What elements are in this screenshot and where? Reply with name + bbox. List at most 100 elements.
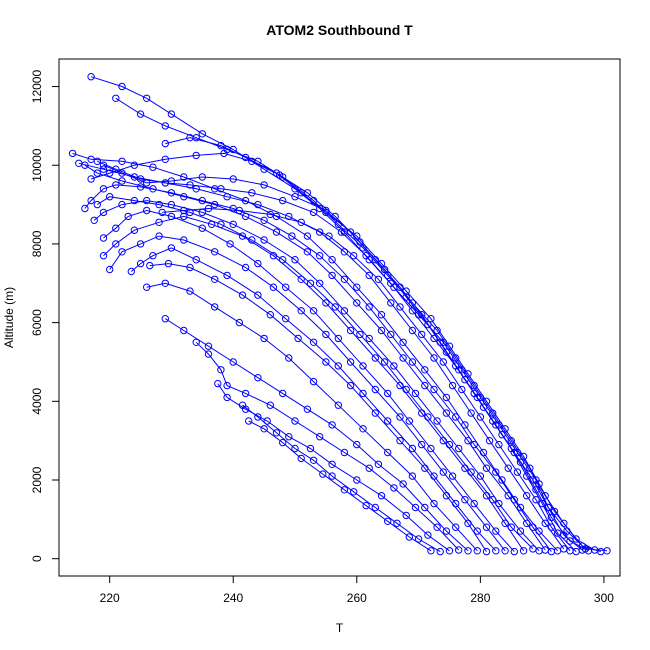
data-point xyxy=(217,141,225,150)
data-point xyxy=(106,265,114,274)
data-point xyxy=(353,283,361,291)
data-point xyxy=(291,193,299,201)
data-point xyxy=(322,299,330,307)
profile-23 xyxy=(238,401,444,556)
data-point xyxy=(418,330,426,339)
data-point xyxy=(303,405,312,413)
data-point xyxy=(501,425,509,433)
data-point xyxy=(167,110,176,118)
data-point xyxy=(374,460,383,468)
data-point xyxy=(282,315,290,323)
profile-line xyxy=(165,318,469,552)
profile-21 xyxy=(192,338,463,554)
data-point xyxy=(523,519,531,527)
data-point xyxy=(161,179,170,187)
data-point xyxy=(464,519,472,527)
data-point xyxy=(550,507,559,516)
data-point xyxy=(353,440,361,449)
data-point xyxy=(371,385,379,394)
data-point xyxy=(461,421,469,429)
data-point xyxy=(322,330,330,339)
data-point xyxy=(396,381,404,390)
data-point xyxy=(275,171,284,179)
data-point xyxy=(482,397,491,405)
data-point xyxy=(396,283,404,291)
data-point xyxy=(99,208,108,217)
data-point xyxy=(161,122,170,130)
data-point xyxy=(418,409,426,417)
profile-16 xyxy=(106,232,509,555)
data-point xyxy=(424,531,432,539)
data-point xyxy=(489,417,497,425)
data-point xyxy=(303,232,312,240)
data-point xyxy=(211,200,219,209)
data-point xyxy=(229,175,237,183)
data-point xyxy=(309,208,318,217)
data-point xyxy=(303,248,312,256)
data-point xyxy=(245,417,253,425)
data-point xyxy=(408,444,417,453)
data-point xyxy=(473,547,481,555)
data-point xyxy=(452,523,460,531)
profile-19 xyxy=(143,279,481,555)
data-point xyxy=(464,370,472,378)
data-point xyxy=(411,389,420,398)
data-point xyxy=(149,252,157,260)
y-tick-label: 10000 xyxy=(30,148,44,182)
data-point xyxy=(566,537,574,545)
profile-10 xyxy=(81,181,556,556)
data-point xyxy=(334,362,342,370)
data-point xyxy=(282,283,290,291)
data-point xyxy=(118,82,126,91)
data-point xyxy=(322,206,330,215)
profile-12 xyxy=(90,196,543,555)
data-point xyxy=(260,216,268,225)
data-point xyxy=(439,358,447,366)
x-tick-label: 280 xyxy=(470,591,490,605)
data-point xyxy=(399,354,407,362)
data-point xyxy=(439,437,447,445)
data-point xyxy=(211,303,219,311)
profile-9 xyxy=(68,149,562,555)
data-point xyxy=(143,94,151,103)
data-point xyxy=(235,318,244,327)
data-point xyxy=(430,385,438,394)
data-point xyxy=(408,472,417,480)
data-point xyxy=(322,208,330,217)
data-point xyxy=(112,240,120,248)
data-point xyxy=(485,437,494,445)
data-point xyxy=(538,499,546,508)
data-point xyxy=(346,326,355,335)
data-point xyxy=(516,527,525,535)
data-point xyxy=(316,252,324,260)
data-point xyxy=(186,287,194,295)
data-point xyxy=(455,444,463,453)
data-point xyxy=(353,476,361,484)
data-point xyxy=(260,181,268,189)
data-point xyxy=(155,232,163,240)
data-point xyxy=(198,208,207,217)
data-point xyxy=(408,358,417,366)
data-point xyxy=(541,519,549,527)
data-point xyxy=(519,547,528,555)
data-point xyxy=(204,342,213,350)
data-point xyxy=(526,464,534,472)
data-point xyxy=(161,155,170,164)
data-point xyxy=(498,476,506,484)
data-point xyxy=(418,311,426,319)
data-point xyxy=(99,252,108,260)
data-point xyxy=(377,326,386,335)
data-point xyxy=(414,535,423,543)
profile-8 xyxy=(75,159,568,553)
data-point xyxy=(482,547,491,556)
data-point xyxy=(433,417,441,425)
data-point xyxy=(211,248,219,256)
data-point xyxy=(279,389,287,398)
data-point xyxy=(399,480,407,488)
data-point xyxy=(377,311,386,319)
data-point xyxy=(99,185,108,193)
data-point xyxy=(158,208,166,217)
data-point xyxy=(442,527,451,535)
data-point xyxy=(430,334,438,343)
y-tick-label: 6000 xyxy=(30,309,44,336)
